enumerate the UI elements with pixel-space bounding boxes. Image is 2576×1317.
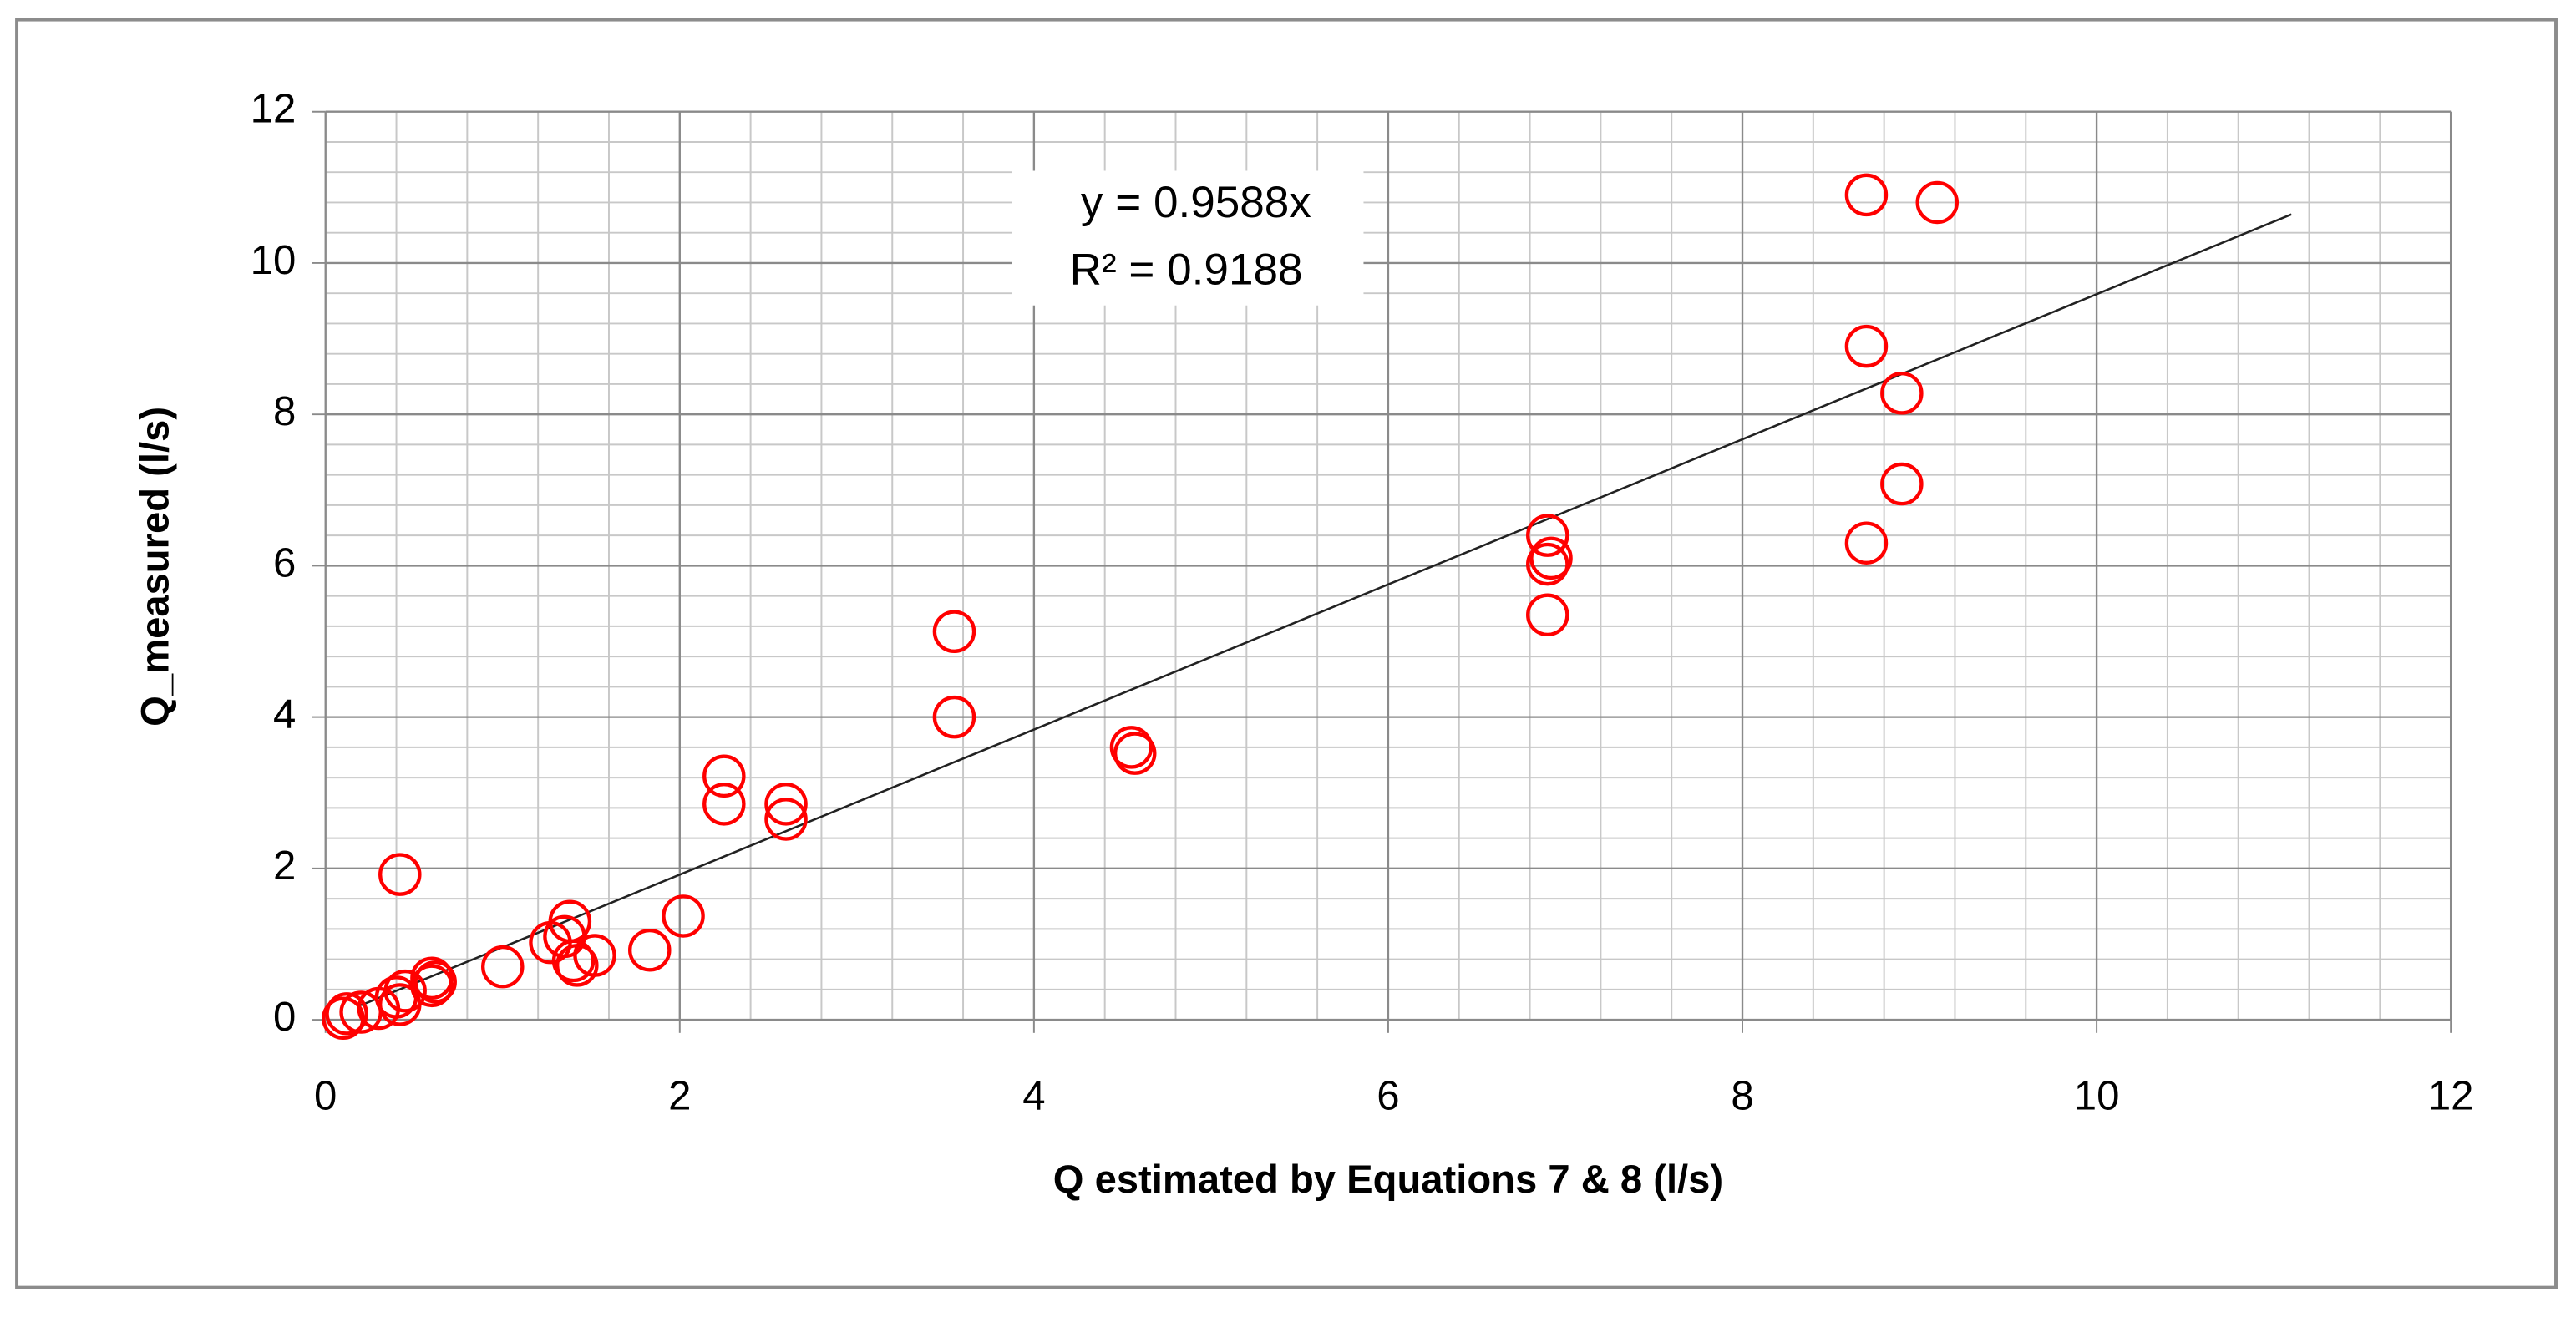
data-point (1915, 180, 1960, 225)
data-point (764, 798, 808, 841)
data-point (1113, 732, 1157, 775)
trend-equation: y = 0.9588x (1081, 178, 1311, 227)
data-point (543, 914, 586, 959)
data-point (702, 783, 746, 826)
x-tick-label: 0 (314, 1073, 337, 1118)
x-tick-label: 12 (2428, 1073, 2474, 1118)
trendline (360, 213, 2292, 1006)
data-point (325, 992, 368, 1036)
data-point (413, 960, 457, 1004)
x-axis-title: Q estimated by Equations 7 & 8 (l/s) (1053, 1157, 1723, 1202)
plot-area (322, 173, 2292, 1041)
y-axis-title: Q_measured (l/s) (134, 407, 178, 727)
equation-box (1012, 170, 1364, 306)
data-point (1526, 514, 1569, 557)
data-point (481, 945, 525, 989)
x-tick-label: 2 (668, 1073, 691, 1118)
y-tick-label: 6 (273, 540, 296, 585)
data-point (1844, 521, 1889, 565)
data-point (573, 934, 616, 977)
r-squared: R² = 0.9188 (1070, 245, 1303, 294)
data-point (551, 939, 596, 983)
x-tick-label: 4 (1022, 1073, 1045, 1118)
data-point (702, 754, 746, 798)
data-point (1844, 324, 1889, 368)
x-tick-label: 10 (2074, 1073, 2120, 1118)
data-point (383, 969, 427, 1013)
data-point (1109, 726, 1154, 769)
y-tick-label: 12 (251, 87, 297, 132)
data-point (378, 853, 422, 896)
data-point (627, 928, 672, 972)
y-tick-label: 10 (251, 238, 297, 283)
data-point (932, 610, 976, 653)
data-point (932, 695, 976, 739)
data-point (1844, 173, 1889, 217)
data-point (1529, 536, 1573, 580)
data-point (1526, 542, 1569, 586)
data-point (1880, 372, 1924, 415)
data-point (1880, 462, 1924, 506)
x-tick-label: 6 (1377, 1073, 1399, 1118)
data-point (662, 894, 705, 938)
y-tick-label: 0 (273, 995, 296, 1040)
y-tick-label: 2 (273, 843, 296, 889)
y-tick-label: 4 (273, 692, 296, 737)
data-point (410, 956, 454, 1000)
y-tick-label: 8 (273, 389, 296, 434)
data-point (764, 783, 808, 826)
data-point (1526, 593, 1569, 637)
x-tick-label: 8 (1731, 1073, 1753, 1118)
